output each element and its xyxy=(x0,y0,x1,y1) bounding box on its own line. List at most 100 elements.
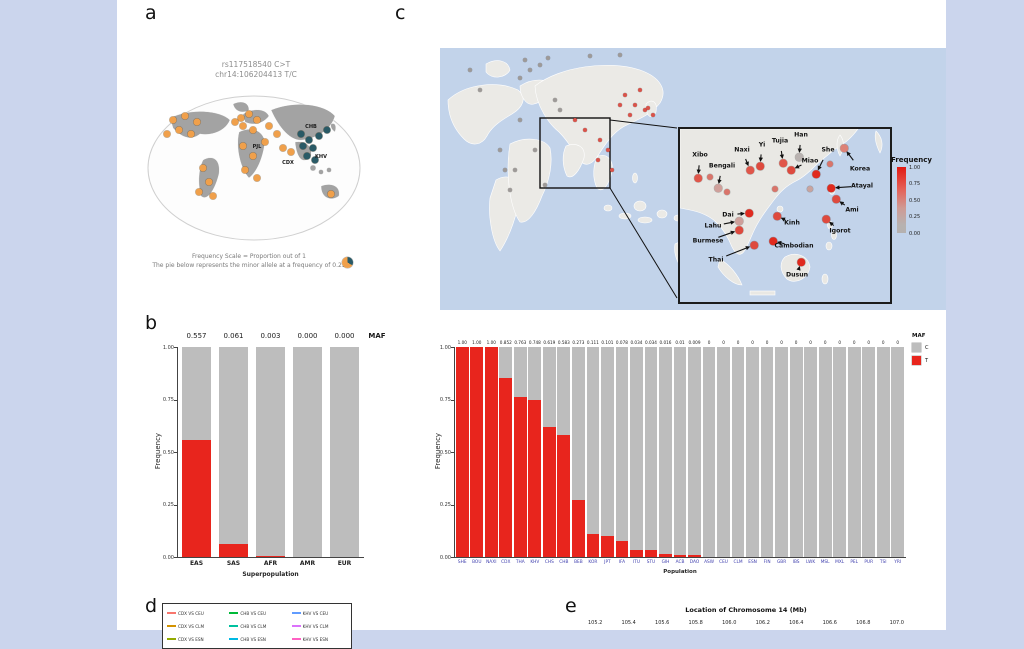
inset-dot-lahu xyxy=(735,217,743,225)
bar-value-label: 0.748 xyxy=(528,340,541,345)
bar-minor-BEB xyxy=(572,499,585,557)
x-tick-label-MSL: MSL xyxy=(820,559,830,565)
bar-major-JPT xyxy=(601,347,614,557)
inset-dot-burmese xyxy=(735,226,743,234)
map-dot-red xyxy=(596,158,600,162)
x-tick-label-CHB: CHB xyxy=(559,559,569,565)
bar-major-EUR xyxy=(329,347,360,557)
allele-pie-minor xyxy=(303,152,311,160)
x-tick-label-LWK: LWK xyxy=(806,559,816,565)
bar-value-label: 0.852 xyxy=(499,340,512,345)
continents xyxy=(447,60,736,293)
x-tick-label-EAS: EAS xyxy=(189,560,204,567)
y-tick-mark xyxy=(451,399,454,401)
x-tick-label-CLM: CLM xyxy=(733,559,743,565)
x-axis-title: Population xyxy=(663,569,697,575)
inset-label-igorot: Igorot xyxy=(829,227,851,235)
allele-pie-major xyxy=(261,138,269,146)
bar-major-YRI xyxy=(891,347,905,557)
x-tick-label-BEB: BEB xyxy=(574,559,583,565)
map-dot-gray xyxy=(503,168,507,172)
x-tick-label-PEL: PEL xyxy=(850,559,859,565)
bar-value-label: 0 xyxy=(881,340,885,345)
map-dot-red xyxy=(598,138,602,142)
map-dot-red xyxy=(643,108,647,112)
map-dot-red xyxy=(651,113,655,117)
inset-label-cambodian: Cambodian xyxy=(774,242,814,250)
bar-major-TSI xyxy=(876,347,890,557)
inset-dot xyxy=(724,189,730,195)
inset-label-dusun: Dusun xyxy=(785,271,809,279)
allele-pie-major xyxy=(249,126,257,134)
x-tick-label-FIN: FIN xyxy=(763,559,771,565)
x-tick-label-ASW: ASW xyxy=(704,559,714,565)
bar-value-label: 0.619 xyxy=(543,340,556,345)
map-dot-gray xyxy=(588,54,592,58)
bar-value-label: 0.000 xyxy=(334,332,355,340)
chromosome-tick-105.2: 105.2 xyxy=(588,620,603,626)
bar-minor-KHV xyxy=(528,399,542,557)
bar-value-label: 1.00 xyxy=(472,340,482,345)
inset-label-bengali: Bengali xyxy=(708,162,736,170)
map-dot-gray xyxy=(513,168,517,172)
allele-pie-minor xyxy=(323,126,331,134)
map-dot-gray xyxy=(528,68,532,72)
chromosome-tick-107.0: 107.0 xyxy=(889,620,904,626)
x-tick-label-KHV: KHV xyxy=(530,559,540,565)
bar-minor-SAS xyxy=(218,544,249,557)
x-tick-label-AMR: AMR xyxy=(299,560,316,567)
chromosome-tick-105.4: 105.4 xyxy=(621,620,636,626)
map-dot-gray xyxy=(618,53,622,57)
bar-minor-GIH xyxy=(659,553,672,557)
frequency-tick-0.25: 0.25 xyxy=(909,214,921,220)
map-dot-red xyxy=(646,106,650,110)
bar-major-CLM xyxy=(731,347,745,557)
y-tick-label: 1.00 xyxy=(162,344,174,351)
x-tick-label-CEU: CEU xyxy=(719,559,728,565)
y-tick-mark xyxy=(174,452,177,453)
comparison-label: CHB VS ESN xyxy=(240,636,266,642)
x-tick-label-YRI: YRI xyxy=(894,559,902,565)
bar-minor-STU xyxy=(644,549,658,557)
bar-minor-JPT xyxy=(601,535,614,557)
inset-dot-ami xyxy=(832,195,840,203)
allele-pie-major xyxy=(163,130,171,138)
comparison-entry: CHB VS ESN xyxy=(229,633,284,645)
inset-label-xibo: Xibo xyxy=(692,151,708,159)
allele-pie-major xyxy=(265,122,273,130)
population-label-pjl: PJL xyxy=(252,144,262,150)
map-dot-gray xyxy=(523,58,527,62)
y-tick-label: 0.75 xyxy=(439,397,451,403)
map-dot-gray xyxy=(508,188,512,192)
maf-legend-label-C: C xyxy=(925,345,929,351)
bar-minor-BOU xyxy=(470,347,484,557)
bar-minor-AFR xyxy=(255,556,286,557)
inset-label-ami: Ami xyxy=(845,206,859,214)
bar-major-DAO xyxy=(688,347,701,557)
panel-c-label: c xyxy=(395,2,406,24)
comparison-line-sample xyxy=(229,612,239,614)
bar-minor-NAXI xyxy=(484,347,498,557)
map-dot-red xyxy=(606,148,610,152)
allele-pie-major xyxy=(199,164,207,172)
allele-pie-major xyxy=(249,152,257,160)
inset-label-tujia: Tujia xyxy=(771,137,789,145)
frequency-tick-1.00: 1.00 xyxy=(909,164,921,171)
inset-dot-dusun xyxy=(797,258,805,266)
comparison-line-sample xyxy=(229,638,239,640)
bar-value-label: 0.009 xyxy=(688,340,701,345)
figure: a c b d e rs117518540 C>T chr14:10620441… xyxy=(117,0,946,649)
bar-major-MSL xyxy=(818,347,832,557)
bar-minor-ITU xyxy=(630,549,643,557)
comparison-entry: CDX VS CEU xyxy=(167,607,222,619)
x-tick-label-GBR: GBR xyxy=(776,559,787,565)
x-tick-label-ACB: ACB xyxy=(675,559,685,565)
bar-minor-IFA xyxy=(615,540,629,557)
map-dot-red xyxy=(610,168,614,172)
y-tick-label: 0.00 xyxy=(162,554,174,561)
bar-minor-THA xyxy=(513,396,527,557)
frequency-legend-title: Frequency xyxy=(891,156,932,164)
comparison-label: CDX VS ESN xyxy=(178,636,204,642)
chromosome-tick-106.8: 106.8 xyxy=(856,620,871,626)
x-tick-label-DAO: DAO xyxy=(689,559,700,565)
